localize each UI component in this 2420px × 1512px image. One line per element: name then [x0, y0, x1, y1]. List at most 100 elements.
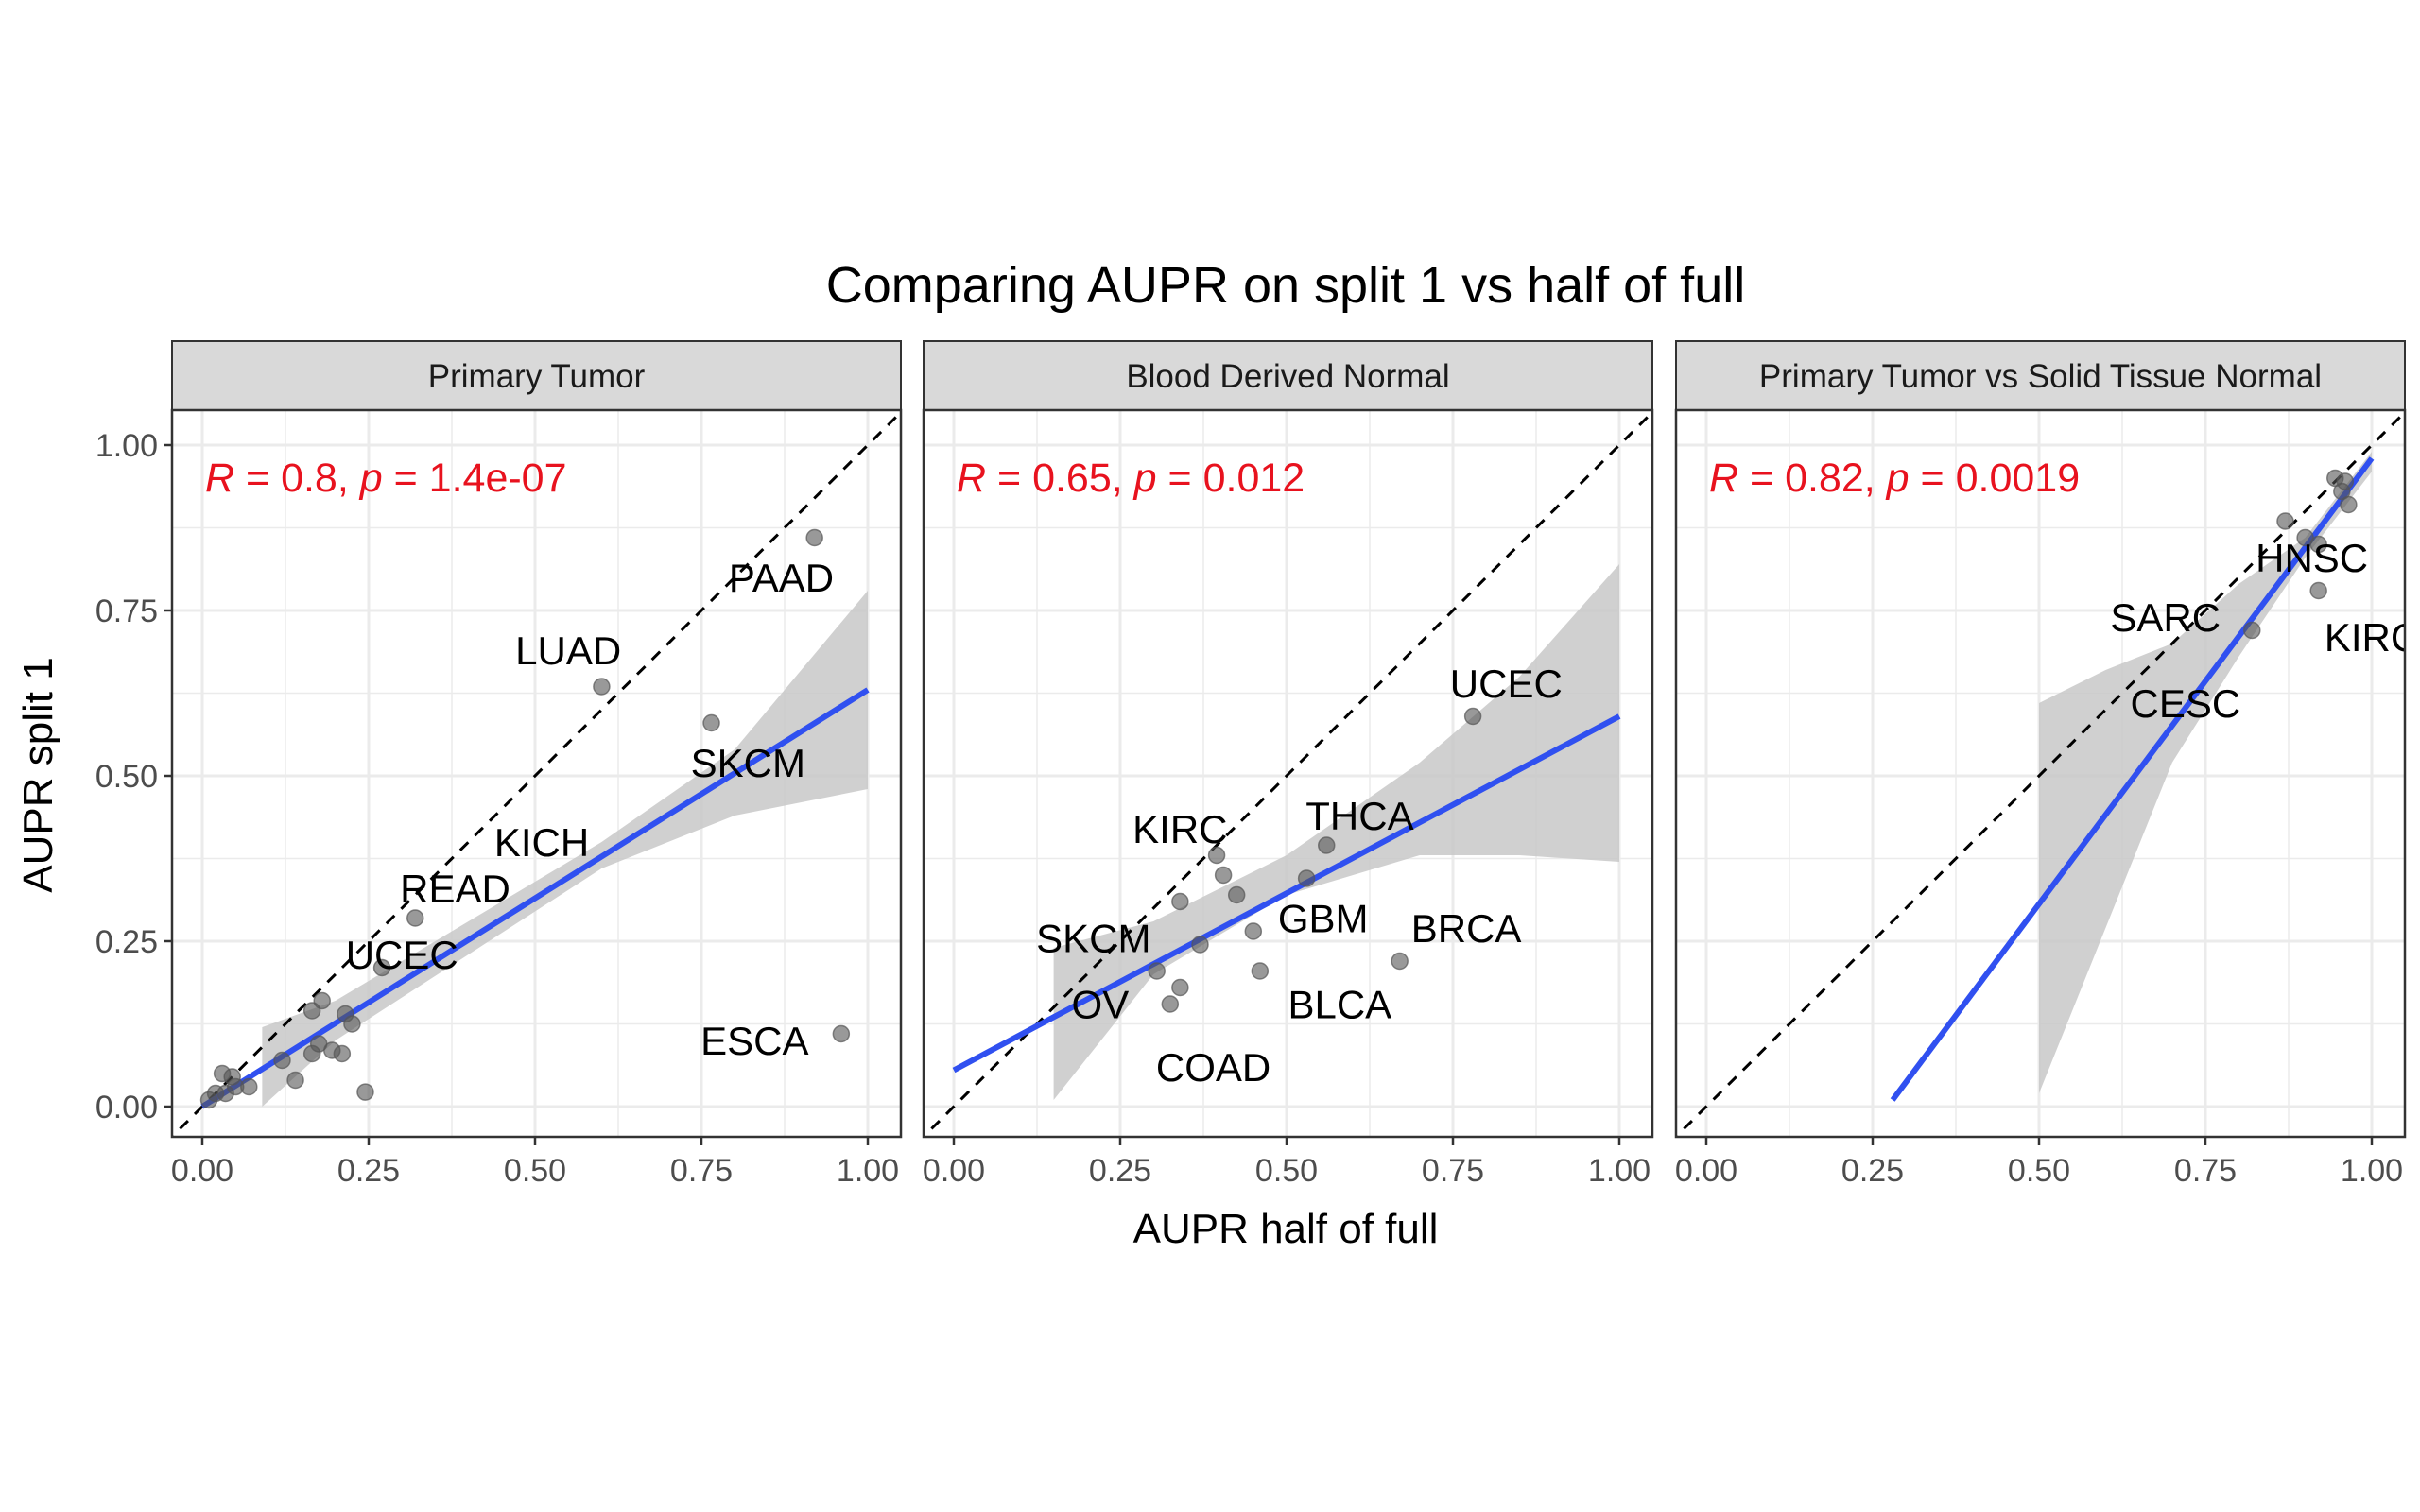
data-point [286, 1071, 304, 1090]
point-label: PAAD [729, 556, 834, 600]
y-tick-label: 0.50 [95, 759, 158, 795]
point-label: GBM [1278, 897, 1369, 941]
grid [924, 410, 1652, 1137]
stat-symbol: R [1709, 455, 1738, 501]
point-label: BRCA [1411, 906, 1522, 951]
data-point [2309, 581, 2327, 600]
data-point [1214, 866, 1233, 885]
data-point [226, 1077, 245, 1096]
chart-title: Comparing AUPR on split 1 vs half of ful… [826, 257, 1745, 314]
data-point [1317, 836, 1336, 854]
data-point [832, 1024, 851, 1043]
stat-symbol: p [358, 455, 383, 501]
data-point [805, 528, 823, 547]
x-tick-label: 0.50 [504, 1153, 566, 1189]
data-point [356, 1083, 374, 1101]
data-point [372, 958, 391, 977]
stat-symbol: R [957, 455, 986, 501]
stat-value: = 0.65, [986, 455, 1134, 501]
point-label: ESCA [700, 1019, 808, 1063]
point-label: THCA [1305, 794, 1413, 838]
data-point [1391, 952, 1409, 971]
panel-2: Blood Derived Normal UCEC THCA KIRC GBM BRCA S… [922, 340, 1654, 1189]
point-label: SARC [2110, 595, 2221, 640]
point-label: KIRC [2325, 615, 2419, 660]
data-point [302, 1002, 321, 1020]
data-point [1297, 869, 1316, 887]
point-label: SKCM [1036, 917, 1150, 961]
data-point [1161, 995, 1180, 1013]
data-point [1191, 936, 1209, 954]
y-tick-label: 0.25 [95, 924, 158, 960]
data-point [343, 1015, 361, 1033]
panel-border [170, 408, 903, 1139]
data-point [1207, 846, 1226, 865]
y-tick-label: 1.00 [95, 428, 158, 464]
identity-line [924, 410, 1652, 1137]
point-label: OV [1072, 983, 1130, 1027]
regression-line [952, 713, 1621, 1074]
data-point [2276, 512, 2294, 530]
point-label: SKCM [691, 741, 805, 785]
stat-value: = 0.82, [1738, 455, 1887, 501]
strip-background [1675, 340, 2406, 411]
identity-line [1676, 410, 2405, 1137]
x-tick-label: 0.00 [171, 1153, 233, 1189]
data-point [1244, 922, 1263, 940]
y-axis-title: AUPR split 1 [15, 657, 61, 892]
x-tick-label: 1.00 [1588, 1153, 1651, 1189]
point-label: CESC [2131, 681, 2241, 726]
data-point [1148, 962, 1166, 980]
data-point [1171, 892, 1189, 911]
stat-value: = 1.4e-07 [383, 455, 567, 501]
point-label: UCEC [1450, 662, 1563, 706]
stat-annotation: R = 0.8, p = 1.4e-07 [205, 455, 567, 501]
x-tick-label: 1.00 [2341, 1153, 2403, 1189]
point-label: KICH [494, 820, 589, 865]
point-label: COAD [1156, 1045, 1270, 1090]
stat-annotation: R = 0.82, p = 0.0019 [1709, 455, 2080, 501]
data-point [333, 1044, 352, 1063]
panel-border [922, 408, 1654, 1139]
plot-area: UCEC THCA KIRC GBM BRCA SKCM OV BLCA COAD [924, 410, 1652, 1137]
x-tick-label: 0.00 [1675, 1153, 1737, 1189]
data-point [273, 1051, 291, 1070]
data-point [1227, 885, 1246, 904]
data-point [199, 1091, 218, 1109]
stat-annotation: R = 0.65, p = 0.012 [957, 455, 1305, 501]
stat-symbol: R [205, 455, 234, 501]
confidence-band [2039, 452, 2372, 1093]
data-point [406, 909, 424, 927]
x-tick-label: 0.50 [1255, 1153, 1318, 1189]
point-label: BLCA [1288, 983, 1392, 1027]
x-tick-label: 0.25 [337, 1153, 400, 1189]
x-tick-label: 1.00 [837, 1153, 899, 1189]
strip-label: Blood Derived Normal [1126, 358, 1449, 395]
x-tick-label: 0.00 [923, 1153, 985, 1189]
data-point [702, 713, 720, 732]
data-point [1463, 707, 1482, 726]
x-tick-label: 0.75 [1422, 1153, 1484, 1189]
data-point [2243, 621, 2261, 640]
stat-value: = 0.012 [1157, 455, 1305, 501]
stat-value: = 0.0019 [1910, 455, 2081, 501]
stat-symbol: p [1132, 455, 1157, 501]
x-tick-label: 0.25 [1841, 1153, 1904, 1189]
x-tick-label: 0.75 [670, 1153, 733, 1189]
data-point [1171, 978, 1189, 997]
strip-label: Primary Tumor vs Solid Tissue Normal [1759, 358, 2322, 395]
y-tick-label: 0.00 [95, 1090, 158, 1125]
stat-value: = 0.8, [234, 455, 360, 501]
strip-label: Primary Tumor [428, 358, 646, 395]
regression-line [1890, 456, 2375, 1102]
point-label: HNSC [2256, 536, 2368, 580]
point-label: READ [400, 867, 510, 911]
panel-border [1674, 408, 2407, 1139]
data-point [2309, 535, 2327, 554]
strip-background [171, 340, 902, 411]
x-tick-label: 0.75 [2174, 1153, 2237, 1189]
